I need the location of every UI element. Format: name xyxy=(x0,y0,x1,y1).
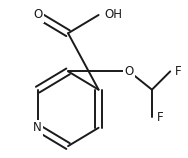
Text: F: F xyxy=(156,111,163,124)
Text: OH: OH xyxy=(105,9,123,21)
Text: O: O xyxy=(33,9,42,21)
Text: O: O xyxy=(124,65,134,78)
Text: N: N xyxy=(33,121,42,134)
Text: F: F xyxy=(175,65,181,78)
